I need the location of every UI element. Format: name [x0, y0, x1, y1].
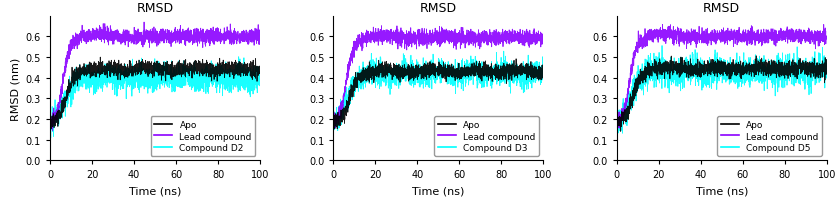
Title: RMSD: RMSD	[136, 2, 174, 15]
X-axis label: Time (ns): Time (ns)	[696, 185, 748, 195]
Legend: Apo, Lead compound, Compound D5: Apo, Lead compound, Compound D5	[717, 117, 822, 156]
X-axis label: Time (ns): Time (ns)	[129, 185, 181, 195]
X-axis label: Time (ns): Time (ns)	[412, 185, 464, 195]
Legend: Apo, Lead compound, Compound D2: Apo, Lead compound, Compound D2	[150, 117, 256, 156]
Title: RMSD: RMSD	[703, 2, 741, 15]
Legend: Apo, Lead compound, Compound D3: Apo, Lead compound, Compound D3	[434, 117, 539, 156]
Title: RMSD: RMSD	[420, 2, 457, 15]
Y-axis label: RMSD (nm): RMSD (nm)	[10, 57, 20, 120]
